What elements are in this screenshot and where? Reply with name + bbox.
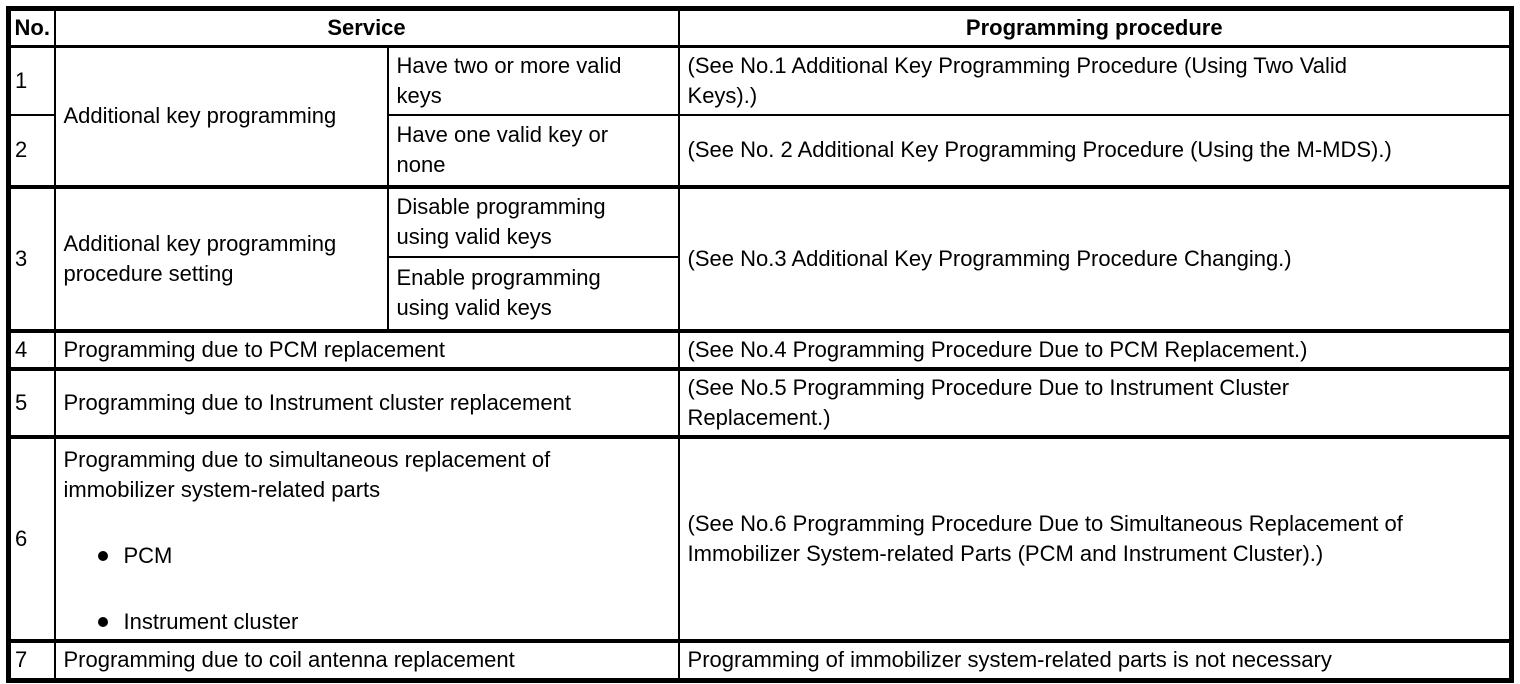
procedure-label: (See No. 2 Additional Key Programming Pr… <box>687 137 1392 162</box>
cell-condition-3a: Disable programming using valid keys <box>386 184 680 258</box>
table-row-4: 4 Programming due to PCM replacement (Se… <box>7 328 1513 370</box>
service-bullet-list: PCM Instrument cluster <box>64 541 672 637</box>
procedure-label: (See No.4 Programming Procedure Due to P… <box>687 336 1308 362</box>
cell-no-5: 5 <box>7 366 56 438</box>
condition-label: Enable programming using valid keys <box>396 265 601 320</box>
cell-procedure-3: (See No.3 Additional Key Programming Pro… <box>677 184 1513 332</box>
cell-procedure-4: (See No.4 Programming Procedure Due to P… <box>677 328 1513 370</box>
cell-service-6: Programming due to simultaneous replacem… <box>53 434 680 642</box>
cell-service-7: Programming due to coil antenna replacem… <box>53 638 680 682</box>
cell-condition-3b: Enable programming using valid keys <box>386 255 680 332</box>
cell-service-group-3: Additional key programming procedure set… <box>53 184 389 332</box>
cell-service-group-1-2: Additional key programming <box>53 45 389 188</box>
bullet-item: PCM <box>97 541 672 571</box>
service-label: Programming due to Instrument cluster re… <box>63 389 571 415</box>
cell-no-7: 7 <box>7 638 56 682</box>
cell-no-3: 3 <box>7 184 56 332</box>
bullet-label: Instrument cluster <box>123 608 299 634</box>
table-row-5: 5 Programming due to Instrument cluster … <box>7 366 1513 438</box>
cell-procedure-7: Programming of immobilizer system-relate… <box>677 638 1513 682</box>
cell-no-6: 6 <box>7 434 56 642</box>
procedure-label: (See No.3 Additional Key Programming Pro… <box>687 245 1292 271</box>
header-cell-service: Service <box>53 7 680 48</box>
condition-label: Have one valid key or none <box>396 122 609 177</box>
procedure-label: (See No.1 Additional Key Programming Pro… <box>687 52 1348 108</box>
service-group-label: Additional key programming procedure set… <box>63 230 337 286</box>
header-cell-no: No. <box>7 7 56 48</box>
cell-procedure-2: (See No. 2 Additional Key Programming Pr… <box>677 113 1513 188</box>
service-label: Programming due to coil antenna replacem… <box>63 647 515 673</box>
service-group-label: Additional key programming <box>63 103 337 129</box>
procedure-label: (See No.6 Programming Procedure Due to S… <box>687 510 1403 566</box>
table-row-1: 1 Additional key programming Have two or… <box>7 45 1513 188</box>
cell-procedure-5: (See No.5 Programming Procedure Due to I… <box>677 366 1513 438</box>
procedure-label: Programming of immobilizer system-relate… <box>687 647 1332 673</box>
table-row-3a: 3 Additional key programming procedure s… <box>7 184 1513 332</box>
header-row: No. Service Programming procedure <box>7 7 1513 48</box>
bullet-icon <box>97 550 108 561</box>
service-label: Programming due to PCM replacement <box>63 336 446 362</box>
condition-label: Have two or more valid keys <box>396 52 622 108</box>
cell-no-2: 2 <box>7 113 56 188</box>
cell-condition-2: Have one valid key or none <box>386 113 680 188</box>
immobilizer-programming-table: No. Service Programming procedure 1 Addi… <box>6 6 1514 683</box>
procedure-label: (See No.5 Programming Procedure Due to I… <box>687 374 1290 430</box>
cell-no-1: 1 <box>7 45 56 116</box>
table-row-6: 6 Programming due to simultaneous replac… <box>7 434 1513 642</box>
table-row-3b: Enable programming using valid keys <box>9 255 1512 332</box>
table-row-2: 2 Have one valid key or none (See No. 2 … <box>7 113 1513 188</box>
cell-procedure-6: (See No.6 Programming Procedure Due to S… <box>677 434 1513 642</box>
bullet-label: PCM <box>123 542 173 568</box>
condition-label: Disable programming using valid keys <box>396 194 606 249</box>
header-cell-procedure: Programming procedure <box>677 7 1513 48</box>
cell-no-4: 4 <box>7 328 56 370</box>
service-label: Programming due to simultaneous replacem… <box>63 446 551 502</box>
cell-procedure-1: (See No.1 Additional Key Programming Pro… <box>677 45 1513 116</box>
bullet-icon <box>97 616 108 627</box>
table-row-7: 7 Programming due to coil antenna replac… <box>7 638 1513 682</box>
cell-condition-1: Have two or more valid keys <box>386 45 680 116</box>
bullet-item: Instrument cluster <box>97 607 672 637</box>
cell-service-4: Programming due to PCM replacement <box>53 328 680 370</box>
cell-service-5: Programming due to Instrument cluster re… <box>53 366 680 438</box>
